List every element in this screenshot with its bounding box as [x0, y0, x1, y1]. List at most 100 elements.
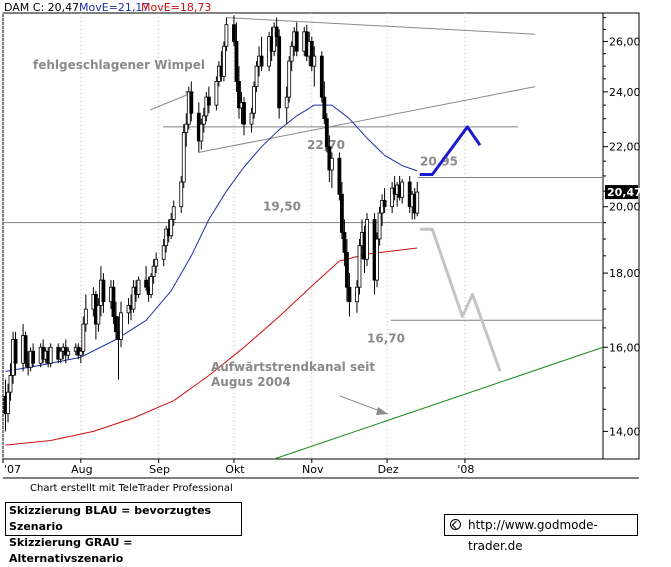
candle-body — [337, 157, 342, 195]
candle-body — [252, 86, 256, 114]
candle-body — [48, 346, 53, 364]
candle-body — [169, 219, 174, 237]
level-label: 19,50 — [263, 200, 301, 214]
scenario-legend: Skizzierung BLAU = bevorzugtes Szenario … — [5, 502, 242, 565]
candle-body — [347, 286, 352, 303]
candle-body — [329, 157, 334, 171]
candle-body — [171, 206, 176, 220]
x-tick-label: Okt — [225, 463, 245, 476]
candle-body — [322, 96, 327, 120]
candle-body — [131, 286, 136, 310]
candle-body — [365, 219, 369, 260]
candle-body — [13, 339, 18, 364]
pennant-line — [226, 17, 536, 35]
ma-red-line — [5, 247, 418, 446]
candle-body — [259, 55, 264, 67]
candle-body — [287, 60, 292, 98]
candle-body — [382, 200, 387, 208]
candle-body — [324, 118, 329, 148]
candle-body — [377, 212, 382, 240]
candle-body — [274, 26, 279, 37]
y-axis: 14,00 16,00 18,00 20,00 22,00 24,00 26,00 20,47 — [603, 17, 642, 438]
candle-body — [242, 102, 246, 125]
x-tick-label: Nov — [302, 463, 324, 476]
candle-body — [201, 115, 206, 125]
candle-body — [189, 91, 194, 114]
x-tick-label: Dez — [378, 463, 399, 476]
scenario-lines — [419, 125, 502, 372]
pennant-arrow — [149, 91, 195, 111]
candle-body — [309, 41, 314, 67]
y-tick-label: 24,00 — [609, 86, 641, 99]
candle-body — [400, 181, 405, 198]
x-tick-label: '08 — [457, 463, 474, 476]
candle-body — [375, 238, 379, 281]
annotation-channel-line1: Aufwärtstrendkanal seit — [211, 360, 375, 374]
candle-body — [164, 228, 169, 247]
x-tick-label: Aug — [71, 463, 92, 476]
candle-body — [184, 123, 189, 133]
candle-body — [222, 45, 226, 77]
y-tick-label: 20,00 — [609, 201, 641, 214]
x-tick-label: Sep — [149, 463, 170, 476]
arrow-circle-icon — [450, 519, 461, 530]
header-ma-red: MovE=18,73 — [141, 1, 211, 14]
candle-body — [415, 191, 420, 214]
moving-averages — [5, 104, 418, 446]
candle-body — [6, 391, 10, 415]
candle-body — [83, 308, 88, 325]
candle-body — [101, 279, 106, 303]
annotation-channel-line2: Augus 2004 — [211, 375, 291, 389]
price-bars — [3, 15, 420, 432]
candle-body — [319, 55, 324, 98]
candle-body — [58, 350, 63, 360]
candle-body — [340, 193, 344, 233]
legend-gray: Skizzierung GRAU = Alternativszenario — [9, 536, 133, 565]
candle-body — [237, 81, 241, 109]
website-url[interactable]: http://www.godmode-trader.de — [468, 518, 598, 553]
scenario-blue-line — [419, 125, 482, 176]
website-link[interactable]: http://www.godmode-trader.de — [444, 514, 638, 553]
y-tick-label: 22,00 — [609, 141, 641, 154]
y-tick-label: 14,00 — [609, 425, 641, 438]
candle-body — [254, 65, 259, 88]
level-label: 16,70 — [367, 331, 405, 345]
candle-body — [277, 36, 282, 109]
candle-body — [390, 187, 395, 208]
candle-body — [96, 304, 101, 325]
candle-body — [294, 31, 299, 52]
candle-body — [272, 26, 277, 52]
y-tick-label: 26,00 — [609, 35, 641, 48]
candle-body — [289, 45, 294, 62]
candle-body — [149, 276, 154, 295]
candle-body — [161, 245, 166, 260]
candle-body — [114, 316, 118, 333]
legend-blue: Skizzierung BLAU = bevorzugtes Szenario — [9, 504, 212, 533]
channel-arrow-head — [376, 407, 388, 415]
trend-channel-line — [273, 346, 604, 460]
candle-body — [144, 279, 148, 288]
candle-body — [81, 323, 86, 352]
candle-body — [345, 252, 349, 288]
pennant-line — [198, 86, 536, 153]
candle-body — [154, 258, 159, 267]
candle-body — [234, 41, 239, 82]
candle-body — [206, 96, 211, 106]
annotation-pennant: fehlgeschlagener Wimpel — [33, 58, 205, 72]
x-tick-label: '07 — [4, 463, 21, 476]
candle-body — [342, 232, 347, 253]
candle-body — [355, 286, 359, 303]
candle-body — [136, 279, 141, 295]
y-tick-label: 16,00 — [609, 341, 641, 354]
plot-area-border — [2, 12, 604, 460]
header-ma-blue: MovE=21,17 — [79, 1, 149, 14]
candle-body — [284, 96, 289, 109]
ma-blue-line — [5, 104, 418, 372]
y-axis-border — [602, 12, 640, 460]
candle-body — [357, 245, 362, 288]
candle-body — [199, 123, 204, 142]
candle-body — [111, 286, 116, 317]
candle-body — [232, 24, 236, 42]
